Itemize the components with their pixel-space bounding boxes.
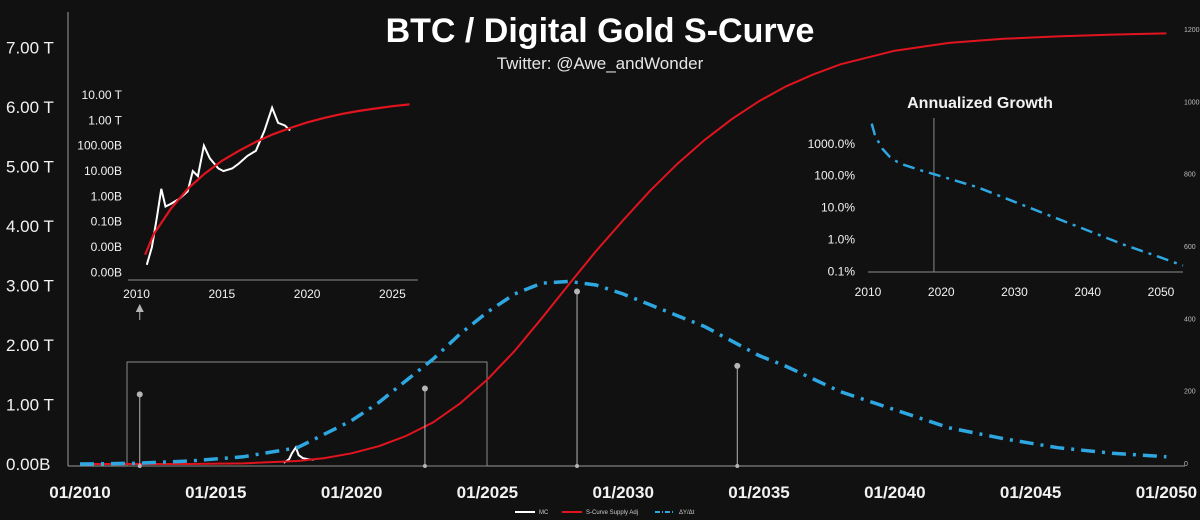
inset-right-series-growth	[870, 123, 1184, 267]
marker-point	[734, 362, 741, 369]
chart-subtitle: Twitter: @Awe_andWonder	[496, 54, 704, 73]
right-tick-label: 600	[1184, 244, 1196, 251]
inset-right-y-tick: 10.0%	[821, 201, 855, 215]
inset-right-x-tick: 2010	[855, 285, 882, 299]
y-tick-label: 1.00 T	[6, 396, 54, 415]
inset-right-title: Annualized Growth	[907, 95, 1053, 112]
inset-right-x-tick: 2030	[1001, 285, 1028, 299]
inset-left-series-mc	[145, 104, 291, 266]
y-tick-label: 6.00 T	[6, 98, 54, 117]
series-line--y-t	[79, 279, 1167, 466]
y-tick-label: 0.00B	[6, 455, 50, 474]
inset-right-y-tick: 1.0%	[828, 232, 856, 246]
x-tick-label: 01/2020	[321, 483, 382, 502]
inset-left-y-tick: 0.00B	[91, 240, 122, 254]
x-tick-label: 01/2040	[864, 483, 925, 502]
inset-right-y-tick: 1000.0%	[808, 137, 856, 151]
x-tick-label: 01/2030	[592, 483, 653, 502]
legend-label: MC	[539, 510, 549, 516]
right-tick-label: 0	[1184, 461, 1188, 468]
inset-left-y-tick: 100.00B	[77, 139, 122, 153]
inset-right-y-tick: 100.0%	[814, 169, 855, 183]
x-tick-label: 01/2050	[1136, 483, 1197, 502]
inset-right-x-tick: 2050	[1148, 285, 1175, 299]
inset-right-x-tick: 2040	[1074, 285, 1101, 299]
marker-point	[574, 288, 581, 295]
y-tick-label: 5.00 T	[6, 158, 54, 177]
inset-left-series-s-curve-supply-adj	[144, 103, 410, 256]
right-tick-label: 400	[1184, 316, 1196, 323]
y-tick-label: 2.00 T	[6, 336, 54, 355]
legend-label: S-Curve Supply Adj	[586, 510, 638, 516]
x-tick-label: 01/2010	[49, 483, 110, 502]
inset-left-x-tick: 2025	[379, 287, 406, 301]
x-tick-label: 01/2015	[185, 483, 246, 502]
arrow-head	[135, 304, 144, 312]
inset-left-x-tick: 2020	[294, 287, 321, 301]
inset-left-y-tick: 0.10B	[91, 215, 122, 229]
marker-point	[421, 385, 428, 392]
y-tick-label: 7.00 T	[6, 39, 54, 58]
marker-point	[136, 391, 143, 398]
inset-left-y-tick: 1.00 T	[88, 113, 122, 127]
marker-base-point	[137, 464, 142, 468]
legend-label: ΔY/Δt	[679, 510, 695, 516]
inset-left-y-tick: 0.00B	[91, 265, 122, 279]
inset-left-y-tick: 10.00 T	[82, 88, 123, 102]
x-tick-label: 01/2035	[728, 483, 789, 502]
right-tick-label: 200	[1184, 389, 1196, 396]
inset-right-y-tick: 0.1%	[828, 264, 856, 278]
right-tick-label: 1000	[1184, 99, 1200, 106]
y-tick-label: 4.00 T	[6, 217, 54, 236]
inset-left-y-tick: 10.00B	[84, 164, 122, 178]
inset-left-y-tick: 1.00B	[91, 189, 122, 203]
right-tick-label: 800	[1184, 172, 1196, 179]
x-tick-label: 01/2025	[457, 483, 518, 502]
inset-right-x-tick: 2020	[928, 285, 955, 299]
inset-left-x-tick: 2010	[123, 287, 150, 301]
zoom-box	[126, 361, 488, 467]
inset-left-x-tick: 2015	[208, 287, 235, 301]
marker-base-point	[735, 464, 740, 468]
marker-base-point	[575, 464, 580, 468]
y-tick-label: 3.00 T	[6, 277, 54, 296]
series-line-s-curve-supply-adj	[80, 32, 1167, 465]
marker-base-point	[422, 464, 427, 468]
chart-title: BTC / Digital Gold S-Curve	[385, 12, 815, 50]
x-tick-label: 01/2045	[1000, 483, 1061, 502]
right-tick-label: 1200	[1184, 27, 1200, 34]
